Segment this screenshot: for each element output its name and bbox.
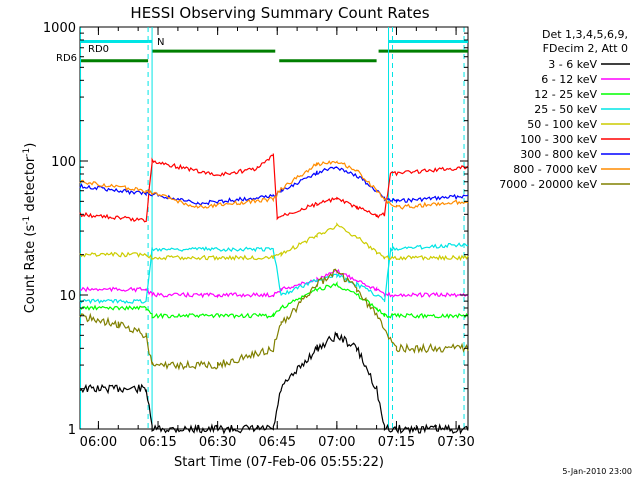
y-axis-label: Count Rate (s-1 detector-1) xyxy=(22,143,38,314)
x-tick-label: 06:15 xyxy=(139,435,176,450)
x-tick-label: 07:30 xyxy=(437,435,474,450)
legend-label: 6 - 12 keV xyxy=(541,73,597,86)
legend-header-line1: Det 1,3,4,5,6,9, xyxy=(542,28,628,41)
legend-label: 25 - 50 keV xyxy=(534,103,597,116)
legend-label: 12 - 25 keV xyxy=(534,88,597,101)
y-tick-label: 1000 xyxy=(43,21,76,36)
series-line xyxy=(79,268,469,371)
chart-title: HESSI Observing Summary Count Rates xyxy=(130,4,429,22)
legend-label: 50 - 100 keV xyxy=(527,118,597,131)
vertical-markers xyxy=(80,27,465,429)
series-line xyxy=(79,222,469,262)
x-axis-ticks: 06:00 06:15 06:30 06:45 07:00 07:15 07:30 xyxy=(80,27,475,450)
plot-frame xyxy=(79,26,469,430)
flag-label-n: N xyxy=(157,37,164,48)
footer-date: 5-Jan-2010 23:00 xyxy=(562,467,632,476)
series-line xyxy=(79,331,469,435)
x-tick-label: 07:15 xyxy=(378,435,415,450)
series-lines xyxy=(79,153,469,435)
x-tick-label: 06:00 xyxy=(80,435,117,450)
legend-label: 7000 - 20000 keV xyxy=(499,178,597,191)
series-line xyxy=(79,160,469,210)
x-tick-label: 07:00 xyxy=(318,435,355,450)
y-tick-label: 1 xyxy=(68,423,76,438)
flag-label-rd6: RD6 xyxy=(56,53,77,64)
x-tick-label: 06:45 xyxy=(259,435,296,450)
flag-bars xyxy=(80,39,468,63)
legend-header-line2: FDecim 2, Att 0 xyxy=(543,42,628,55)
series-line xyxy=(79,281,469,320)
legend-label: 100 - 300 keV xyxy=(520,133,597,146)
flag-label-rd0: RD0 xyxy=(88,44,109,55)
legend-label: 300 - 800 keV xyxy=(520,148,597,161)
legend-label: 800 - 7000 keV xyxy=(513,163,597,176)
y-tick-label: 10 xyxy=(59,289,76,304)
y-axis-ticks: 1 10 100 1000 xyxy=(43,21,468,438)
legend: 3 - 6 keV 6 - 12 keV 12 - 25 keV 25 - 50 ke… xyxy=(499,58,630,191)
x-axis-label: Start Time (07-Feb-06 05:55:22) xyxy=(174,455,384,470)
series-line xyxy=(79,268,469,299)
legend-label: 3 - 6 keV xyxy=(548,58,597,71)
y-tick-label: 100 xyxy=(51,155,76,170)
series-line xyxy=(79,153,469,223)
x-tick-label: 06:30 xyxy=(199,435,236,450)
series-line xyxy=(79,242,469,305)
